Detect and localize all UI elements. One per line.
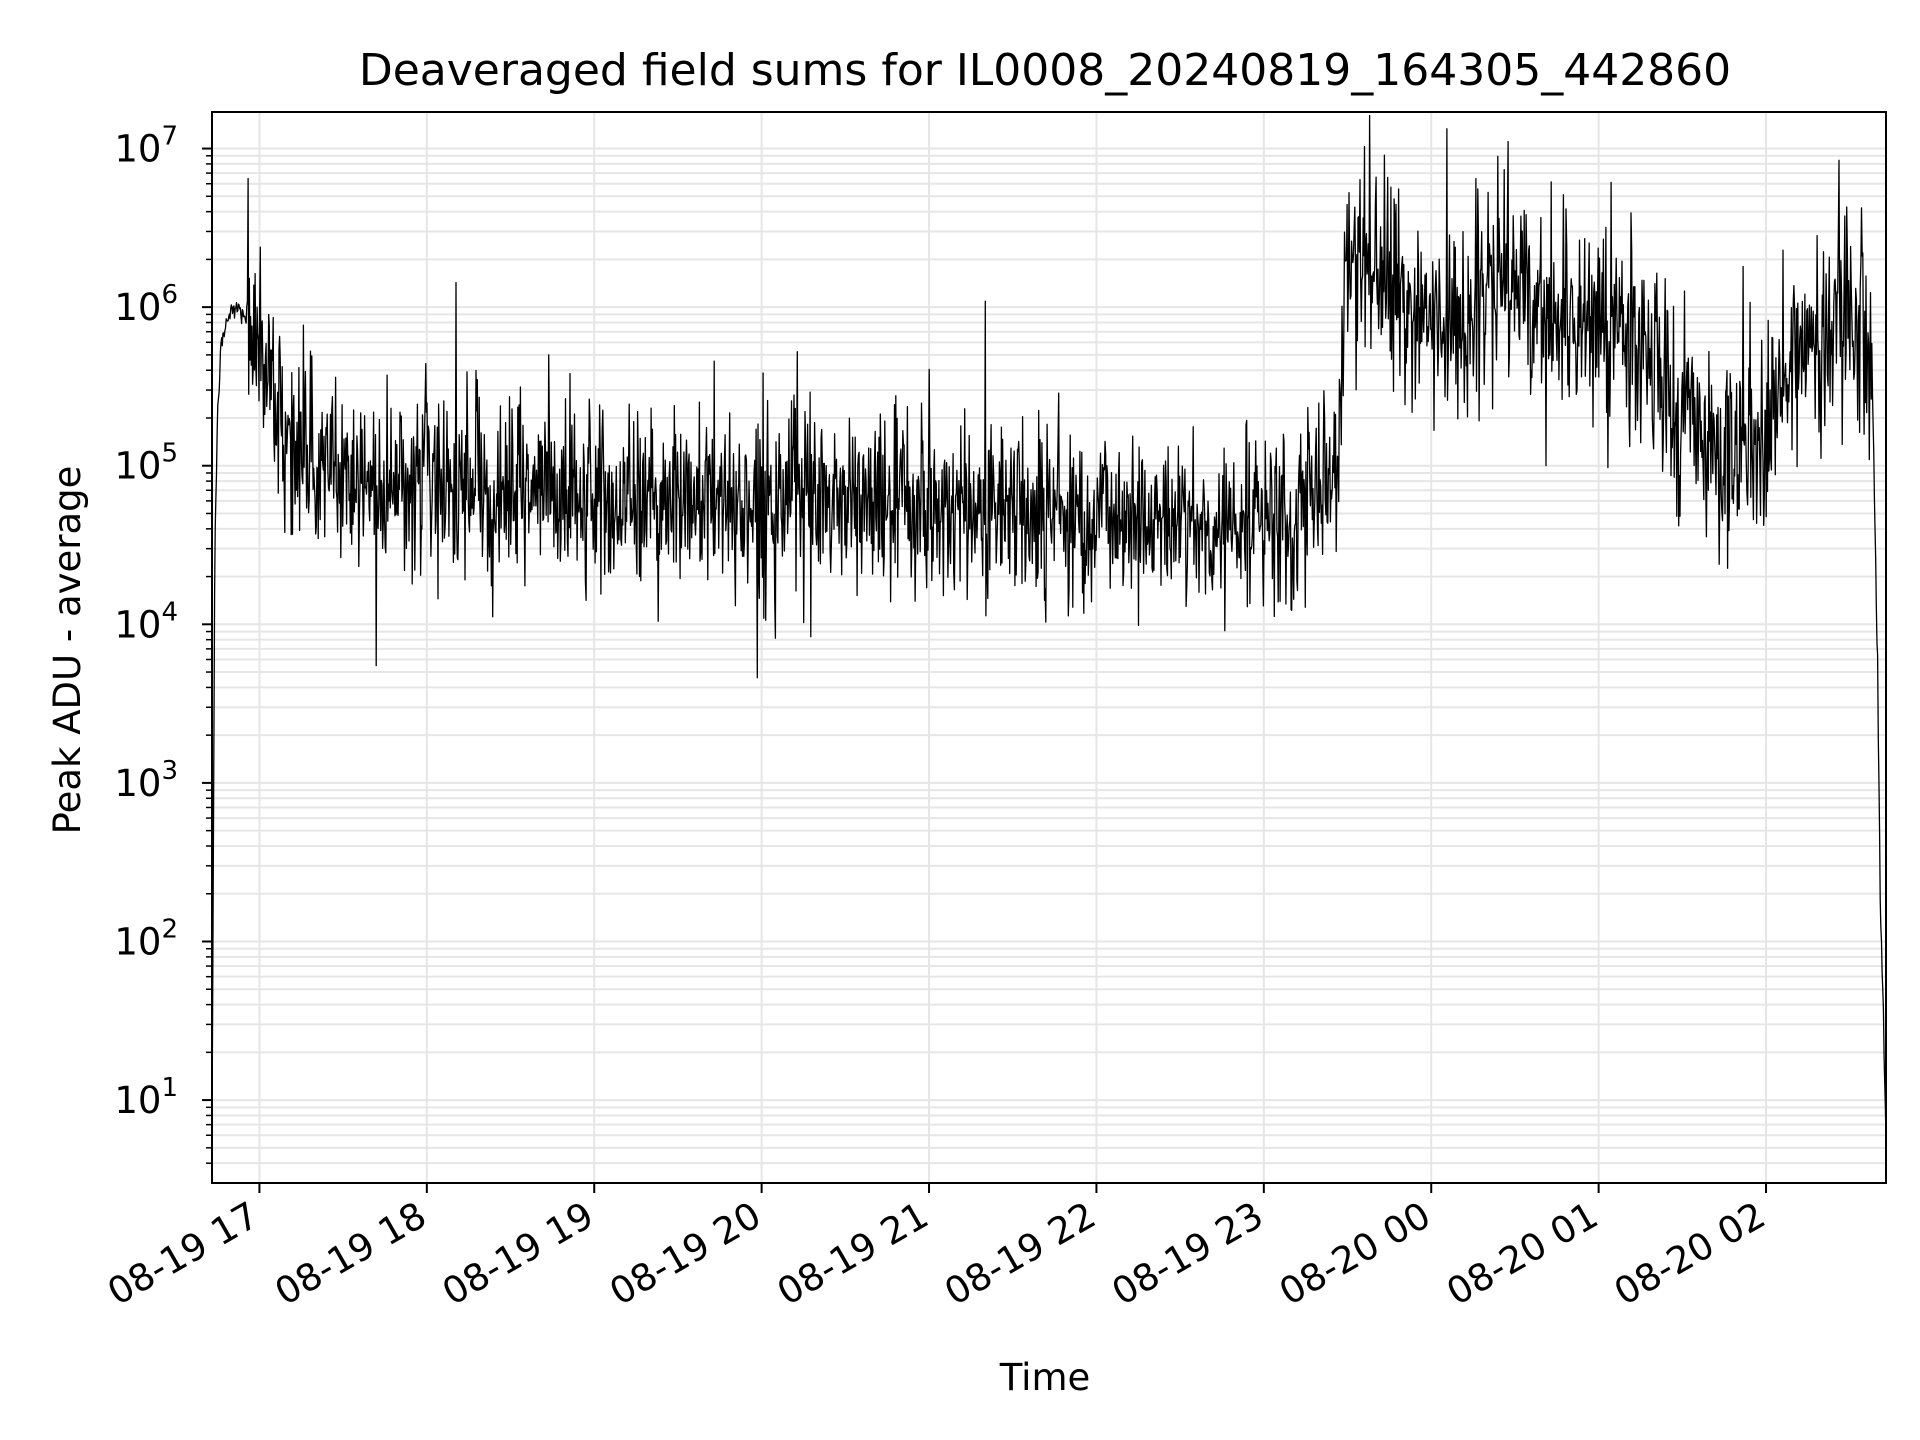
y-tick-label-base: 10 [114,286,161,329]
y-tick-label-exponent: 5 [161,439,178,469]
plot-frame [211,111,1887,1184]
y-tick-label-base: 10 [114,920,161,963]
y-tick-label-exponent: 3 [161,756,178,786]
y-tick-label-exponent: 6 [161,280,178,310]
y-axis-label: Peak ADU - average [46,466,89,835]
y-tick-label: 104 [114,597,178,646]
y-tick-label-base: 10 [114,445,161,488]
y-tick-label: 103 [114,756,178,805]
y-tick-label: 102 [114,914,178,963]
axis-ticks [202,147,1768,1193]
y-tick-label-base: 10 [114,762,161,805]
y-tick-label: 101 [114,1073,178,1122]
y-tick-label: 106 [114,280,178,329]
y-tick-label-base: 10 [114,128,161,171]
y-tick-label-exponent: 4 [161,597,178,627]
data-layer [211,114,1887,1143]
x-axis-label: Time [999,1356,1091,1399]
y-tick-label-exponent: 7 [161,122,178,152]
y-tick-label: 105 [114,439,178,488]
y-tick-label-exponent: 1 [161,1073,178,1103]
series-line [211,114,1887,1143]
y-tick-label-base: 10 [114,603,161,646]
y-tick-label: 107 [114,122,178,171]
chart-title: Deaveraged field sums for IL0008_2024081… [359,45,1731,96]
y-tick-label-base: 10 [114,1079,161,1122]
y-tick-label-exponent: 2 [161,914,178,944]
